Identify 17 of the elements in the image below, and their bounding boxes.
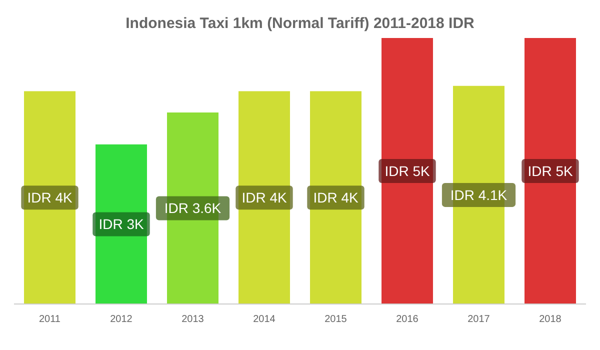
data-label: IDR 5K <box>528 163 574 179</box>
x-tick-label: 2011 <box>38 314 61 325</box>
data-label: IDR 5K <box>384 163 430 179</box>
x-tick-label: 2014 <box>253 314 276 325</box>
x-tick-label: 2018 <box>539 314 562 325</box>
x-tick-label: 2012 <box>110 314 133 325</box>
data-label: IDR 4.1K <box>450 186 508 203</box>
chart-title: Indonesia Taxi 1km (Normal Tariff) 2011-2018 IDR <box>126 15 475 32</box>
x-tick-label: 2016 <box>396 314 419 325</box>
x-tick-label: 2013 <box>182 314 204 325</box>
data-label: IDR 4K <box>242 190 288 206</box>
data-label: IDR 3.6K <box>164 200 222 216</box>
x-tick-label: 2015 <box>324 314 348 325</box>
data-label: IDR 4K <box>313 190 359 206</box>
data-label: IDR 4K <box>27 190 73 206</box>
x-tick-label: 2017 <box>468 314 490 325</box>
data-label: IDR 3K <box>98 216 144 232</box>
